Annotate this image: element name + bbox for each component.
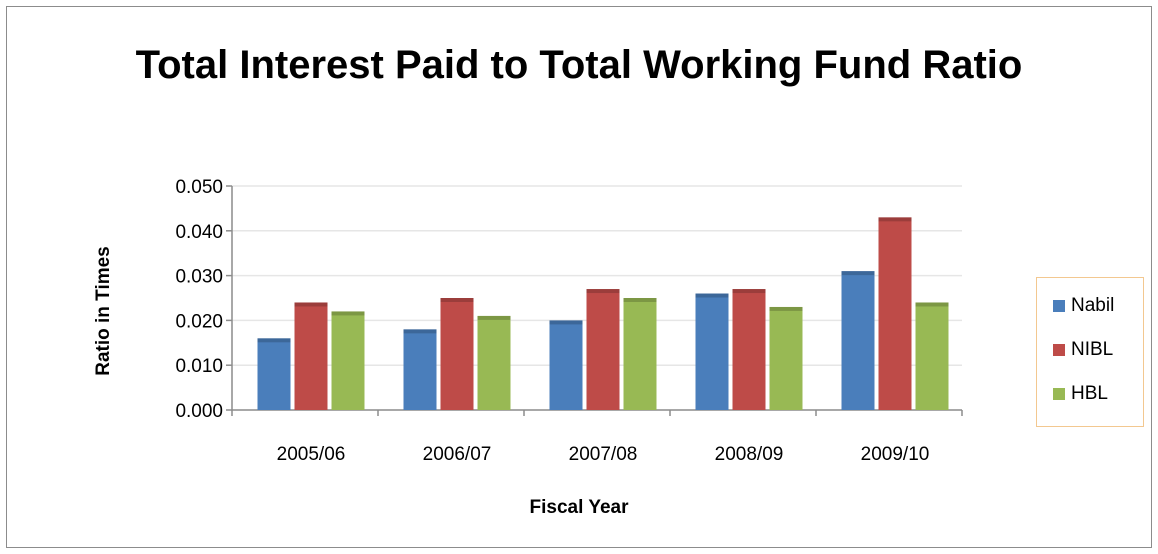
bar-top-shade <box>294 302 328 307</box>
bar-top-shade <box>841 271 875 276</box>
bar-top-shade <box>477 315 511 320</box>
bar-nabil-1 <box>403 329 437 410</box>
legend-label: NIBL <box>1071 339 1114 360</box>
bar-nibl-4 <box>878 217 912 410</box>
x-tick-label: 2006/07 <box>423 444 492 465</box>
legend-swatch <box>1053 388 1065 400</box>
y-tick-label: 0.040 <box>175 222 223 243</box>
bar-top-shade <box>586 289 620 294</box>
bar-top-shade <box>549 320 583 325</box>
bar-top-shade <box>403 329 437 334</box>
x-tick-label: 2007/08 <box>569 444 638 465</box>
bar-hbl-4 <box>915 302 949 410</box>
legend-swatch <box>1053 300 1065 312</box>
bar-nibl-0 <box>294 302 328 410</box>
chart-frame <box>6 6 1152 548</box>
bar-hbl-1 <box>477 315 511 410</box>
bar-nabil-4 <box>841 271 875 410</box>
legend: Nabil NIBL HBL <box>1036 277 1144 427</box>
bar-top-shade <box>331 311 365 316</box>
y-tick-label: 0.050 <box>175 177 223 198</box>
bar-nibl-3 <box>732 289 766 410</box>
legend-label: HBL <box>1071 383 1108 404</box>
y-tick-label: 0.000 <box>175 401 223 422</box>
bar-nabil-3 <box>695 293 729 410</box>
chart-title: Total Interest Paid to Total Working Fun… <box>135 43 1023 87</box>
bar-top-shade <box>732 289 766 294</box>
bar-top-shade <box>257 338 291 343</box>
x-tick-label: 2008/09 <box>715 444 784 465</box>
bar-top-shade <box>695 293 729 298</box>
y-tick-label: 0.020 <box>175 311 223 332</box>
bar-top-shade <box>623 298 657 302</box>
legend-swatch <box>1053 344 1065 356</box>
bar-hbl-3 <box>769 306 803 410</box>
bar-nibl-2 <box>586 289 620 410</box>
x-tick-label: 2005/06 <box>277 444 346 465</box>
x-axis-label: Fiscal Year <box>529 497 629 518</box>
legend-item-nibl: NIBL <box>1053 338 1113 362</box>
legend-item-nabil: Nabil <box>1053 294 1114 318</box>
bar-top-shade <box>769 306 803 311</box>
legend-label: Nabil <box>1071 295 1115 316</box>
bar-top-shade <box>440 298 474 302</box>
bar-top-shade <box>878 217 912 222</box>
y-tick-label: 0.010 <box>175 356 223 377</box>
legend-item-hbl: HBL <box>1053 382 1108 406</box>
y-tick-label: 0.030 <box>175 267 223 288</box>
bar-nibl-1 <box>440 298 474 410</box>
bar-nabil-2 <box>549 320 583 410</box>
x-tick-label: 2009/10 <box>861 444 930 465</box>
bar-nabil-0 <box>257 338 291 410</box>
bar-top-shade <box>915 302 949 307</box>
bar-hbl-0 <box>331 311 365 410</box>
y-axis-label: Ratio in Times <box>93 246 114 376</box>
bar-hbl-2 <box>623 298 657 410</box>
